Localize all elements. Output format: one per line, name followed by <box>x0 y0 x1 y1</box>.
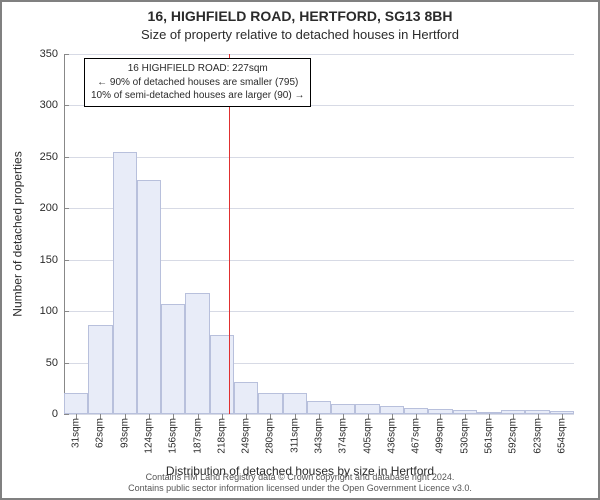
bar <box>355 404 379 414</box>
x-tick-label: 592sqm <box>508 418 519 454</box>
x-tick-label: 654sqm <box>556 418 567 454</box>
bar <box>283 393 307 414</box>
y-tick-label: 100 <box>40 305 64 317</box>
gridline <box>64 157 574 158</box>
x-tick-label: 156sqm <box>168 418 179 454</box>
x-tick-label: 467sqm <box>411 418 422 454</box>
gridline <box>64 54 574 55</box>
title-block: 16, HIGHFIELD ROAD, HERTFORD, SG13 8BH S… <box>2 8 598 42</box>
reference-line <box>229 54 230 414</box>
chart-page: 16, HIGHFIELD ROAD, HERTFORD, SG13 8BH S… <box>0 0 600 500</box>
x-tick-label: 311sqm <box>289 418 300 453</box>
bar <box>234 382 258 414</box>
x-tick-label: 218sqm <box>216 418 227 454</box>
y-tick-label: 0 <box>52 408 64 420</box>
footer-line-2: Contains public sector information licen… <box>2 483 598 494</box>
page-title: 16, HIGHFIELD ROAD, HERTFORD, SG13 8BH <box>2 8 598 25</box>
x-tick-label: 249sqm <box>241 418 252 454</box>
x-tick-label: 187sqm <box>192 418 203 454</box>
footer-line-1: Contains HM Land Registry data © Crown c… <box>2 472 598 483</box>
info-box: 16 HIGHFIELD ROAD: 227sqm← 90% of detach… <box>84 58 311 107</box>
bar <box>185 293 209 414</box>
x-tick-label: 93sqm <box>119 418 130 448</box>
x-tick-label: 623sqm <box>532 418 543 454</box>
info-box-line: ← 90% of detached houses are smaller (79… <box>91 76 304 90</box>
y-tick-label: 350 <box>40 48 64 60</box>
bar <box>161 304 185 414</box>
y-tick-label: 200 <box>40 202 64 214</box>
y-tick-label: 50 <box>46 357 64 369</box>
x-tick-label: 343sqm <box>314 418 325 454</box>
bar <box>331 404 355 414</box>
y-axis-label: Number of detached properties <box>8 54 28 414</box>
x-tick-label: 530sqm <box>459 418 470 454</box>
bar <box>258 393 282 414</box>
y-tick-label: 250 <box>40 151 64 163</box>
x-tick-label: 405sqm <box>362 418 373 454</box>
x-tick-label: 280sqm <box>265 418 276 454</box>
x-tick-label: 374sqm <box>338 418 349 454</box>
y-tick-label: 300 <box>40 99 64 111</box>
bar <box>307 401 331 414</box>
bar <box>64 393 88 414</box>
x-tick-label: 561sqm <box>484 418 495 454</box>
page-subtitle: Size of property relative to detached ho… <box>2 27 598 43</box>
bar <box>113 152 137 414</box>
x-tick-label: 31sqm <box>71 418 82 448</box>
footer: Contains HM Land Registry data © Crown c… <box>2 472 598 495</box>
bar <box>210 335 234 414</box>
x-tick-label: 62sqm <box>95 418 106 448</box>
x-tick-label: 436sqm <box>386 418 397 454</box>
y-tick-label: 150 <box>40 254 64 266</box>
x-tick-label: 499sqm <box>435 418 446 454</box>
x-tick-label: 124sqm <box>144 418 155 454</box>
bar <box>88 325 112 414</box>
plot-area: 16 HIGHFIELD ROAD: 227sqm← 90% of detach… <box>64 54 574 414</box>
y-axis-line <box>64 54 65 414</box>
info-box-line: 10% of semi-detached houses are larger (… <box>91 89 304 103</box>
bar <box>137 180 161 415</box>
info-box-line: 16 HIGHFIELD ROAD: 227sqm <box>91 62 304 76</box>
bar <box>380 406 404 414</box>
